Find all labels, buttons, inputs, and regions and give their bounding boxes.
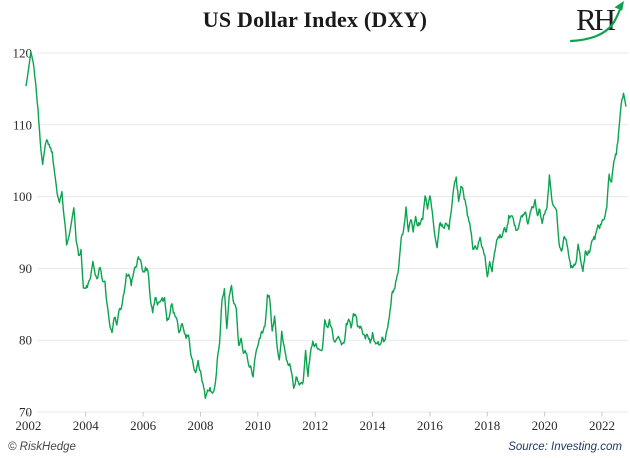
logo-text: RH <box>576 2 616 37</box>
copyright-label: © RiskHedge <box>8 441 76 453</box>
dxy-series-line <box>25 51 627 399</box>
x-axis-label: 2020 <box>532 418 558 433</box>
y-axis-label: 80 <box>19 333 32 348</box>
y-axis-label: 100 <box>13 189 33 204</box>
x-axis-label: 2006 <box>130 418 157 433</box>
x-axis-label: 2016 <box>417 418 444 433</box>
logo-arrow-icon <box>569 1 624 43</box>
x-axis-label: 2008 <box>187 418 213 433</box>
x-axis-label: 2002 <box>15 418 41 433</box>
x-axis-label: 2010 <box>245 418 271 433</box>
chart-title: US Dollar Index (DXY) <box>202 7 428 32</box>
x-axis-label: 2018 <box>474 418 500 433</box>
x-axis-label: 2022 <box>589 418 615 433</box>
riskhedge-logo: RH <box>568 1 628 47</box>
y-axis-label: 110 <box>13 117 32 132</box>
x-axis-label: 2004 <box>73 418 100 433</box>
y-axis-label: 90 <box>19 261 32 276</box>
y-axis-label: 120 <box>13 46 33 61</box>
source-label: Source: Investing.com <box>508 441 622 453</box>
x-axis-label: 2012 <box>302 418 328 433</box>
x-axis-label: 2014 <box>360 418 387 433</box>
